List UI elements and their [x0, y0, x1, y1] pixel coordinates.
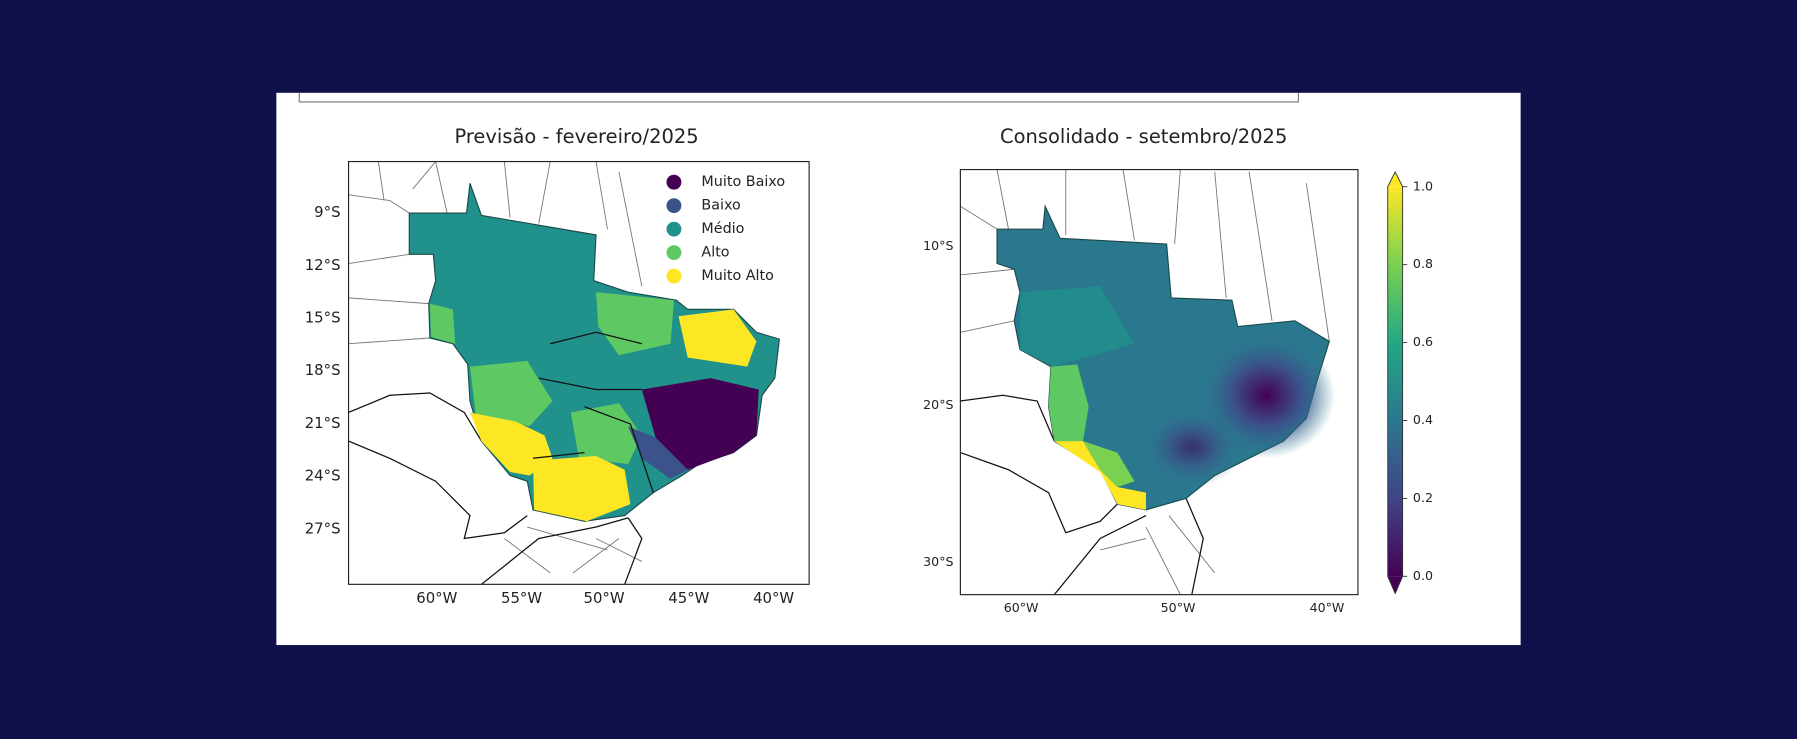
legend: Muito Baixo Baixo Médio Alto Muito Alto — [666, 174, 785, 284]
map-title: Previsão - fevereiro/2025 — [454, 125, 698, 148]
lat-label: 24°S — [305, 467, 341, 485]
region-muito-baixo — [641, 378, 759, 470]
lat-label: 12°S — [305, 256, 341, 274]
legend-label: Alto — [701, 245, 729, 261]
colorbar-extend — [1387, 576, 1403, 594]
lat-label: 9°S — [314, 203, 340, 221]
lat-label: 10°S — [923, 238, 953, 253]
lon-label: 40°W — [753, 589, 794, 607]
region-muito-alto — [678, 309, 757, 367]
map-title: Consolidado - setembro/2025 — [1000, 125, 1287, 148]
lon-label: 50°W — [584, 589, 625, 607]
colorbar-label: 1.0 — [1413, 178, 1433, 193]
lat-label: 21°S — [305, 414, 341, 432]
colorbar-label: 0.0 — [1413, 568, 1433, 583]
legend-label: Baixo — [701, 198, 740, 214]
legend-marker — [666, 198, 682, 214]
region-high — [1054, 441, 1146, 510]
lon-label: 50°W — [1161, 600, 1196, 615]
colorbar — [1387, 186, 1403, 577]
lon-label: 60°W — [416, 589, 457, 607]
region-muito-alto — [469, 412, 553, 476]
region-high — [1082, 441, 1135, 487]
legend-marker — [666, 174, 682, 190]
region-fill — [1019, 286, 1135, 367]
region-alto — [596, 292, 674, 356]
region-muito-alto — [533, 456, 631, 522]
lat-label: 18°S — [305, 361, 341, 379]
colorbar-label: 0.2 — [1413, 490, 1433, 505]
legend-label: Médio — [701, 221, 744, 237]
lat-label: 27°S — [305, 519, 341, 537]
lon-label: 40°W — [1310, 600, 1345, 615]
top-box-edge — [298, 92, 1299, 103]
consolidated-map — [960, 169, 1336, 595]
region-alto — [429, 303, 456, 344]
colorbar-label: 0.6 — [1413, 334, 1433, 349]
colorbar-label: 0.4 — [1413, 412, 1433, 427]
region-alto — [570, 403, 642, 465]
legend-marker — [666, 221, 682, 237]
map-frame — [347, 160, 810, 585]
legend-label: Muito Baixo — [701, 174, 785, 190]
region-low — [1140, 406, 1244, 487]
lon-label: 55°W — [501, 589, 542, 607]
legend-marker — [666, 245, 682, 261]
lon-label: 60°W — [1004, 600, 1039, 615]
map-frame — [959, 168, 1359, 596]
colorbar-label: 0.8 — [1413, 256, 1433, 271]
colorbar-extend — [1387, 171, 1403, 187]
lat-label: 20°S — [923, 397, 953, 412]
region-alto — [469, 360, 553, 427]
legend-marker — [666, 268, 682, 284]
figure-panel — [276, 92, 1521, 646]
lon-label: 45°W — [668, 589, 709, 607]
region-high — [1048, 364, 1089, 442]
region-baixo — [628, 426, 688, 479]
lat-label: 15°S — [305, 309, 341, 327]
legend-label: Muito Alto — [701, 268, 773, 284]
lat-label: 30°S — [923, 554, 953, 569]
